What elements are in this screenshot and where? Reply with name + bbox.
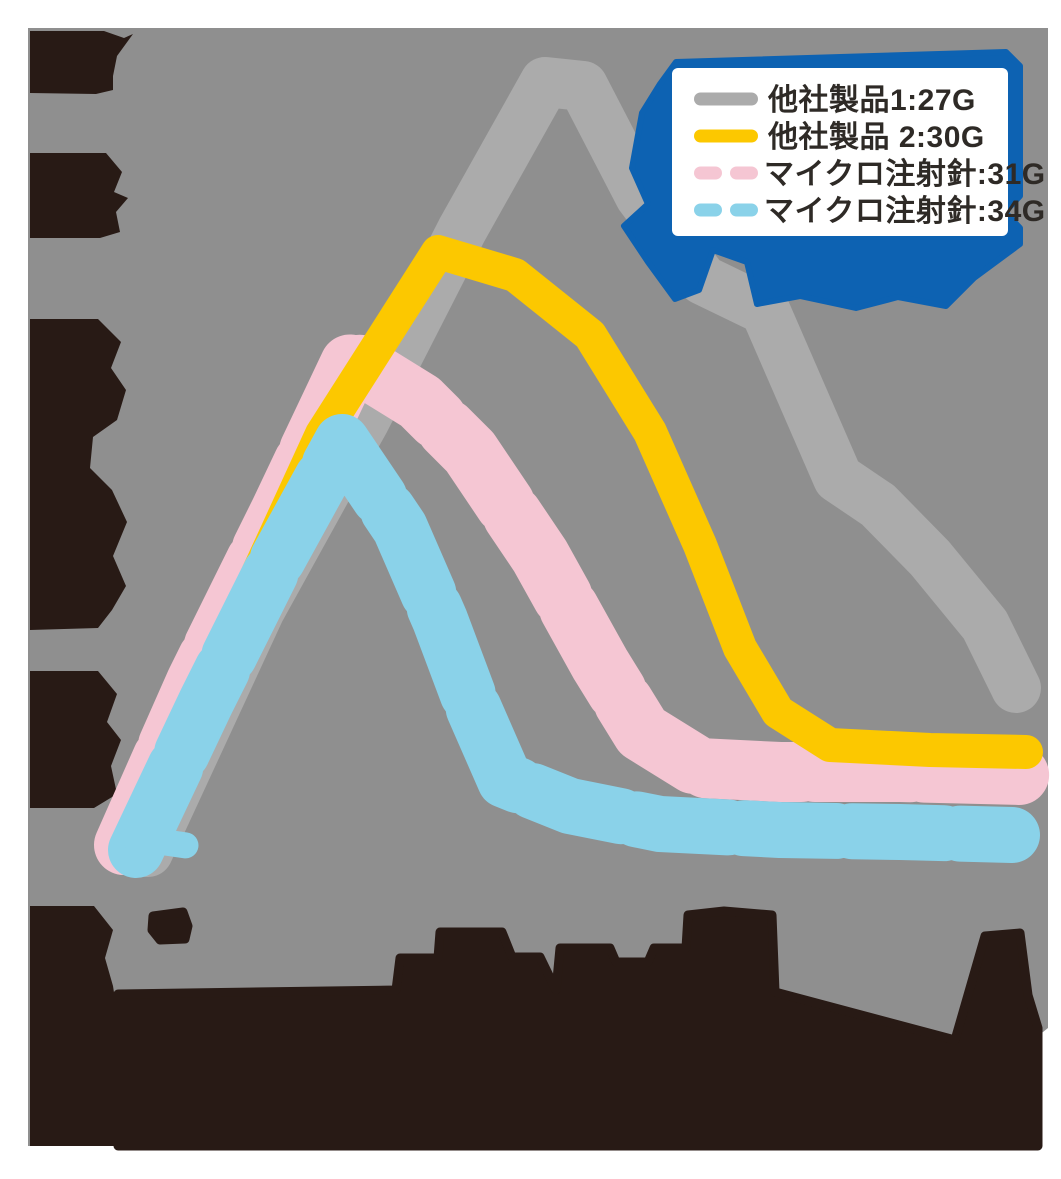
series-micro-needle-34g: [108, 414, 1040, 878]
x-axis-tick-blob: [147, 907, 193, 945]
legend-swatch-blue-dash-2: [730, 203, 758, 217]
legend-box: [672, 68, 1008, 236]
legend-item-other-2-30g: 他社製品 2:30G: [694, 121, 985, 154]
legend-label-micro-31g: マイクロ注射針:31G: [764, 157, 1046, 191]
series-micro-needle-34g-baseline-dash: [121, 825, 203, 859]
y-axis-label-blob-2: [30, 153, 128, 238]
legend-item-micro-31g: マイクロ注射針:31G: [694, 157, 1046, 191]
legend-swatch-yellow-line: [694, 129, 758, 143]
legend-swatch-gray-line: [694, 92, 758, 106]
y-axis-label-blob-1: [30, 31, 133, 94]
legend-item-micro-34g: マイクロ注射針:34G: [694, 194, 1046, 228]
legend-label-micro-34g: マイクロ注射針:34G: [764, 194, 1046, 228]
legend-label-other-1-27g: 他社製品1:27G: [767, 84, 976, 117]
y-axis-label-blob-4: [30, 671, 121, 808]
legend: 他社製品1:27G 他社製品 2:30G マイクロ注射針:31G マイクロ注射針…: [621, 49, 1046, 311]
legend-swatch-blue-dash-1: [694, 203, 722, 217]
axis-text-blobs: [30, 31, 1043, 1151]
y-axis-label-blob-5: [30, 906, 118, 1146]
y-axis-label-blob-3: [30, 319, 127, 630]
legend-swatch-pink-dash-1: [694, 166, 722, 180]
legend-swatch-pink-dash-2: [730, 166, 758, 180]
legend-label-other-2-30g: 他社製品 2:30G: [767, 121, 985, 154]
x-axis-caption-blob: [113, 906, 1043, 1151]
legend-item-other-1-27g: 他社製品1:27G: [694, 84, 976, 117]
